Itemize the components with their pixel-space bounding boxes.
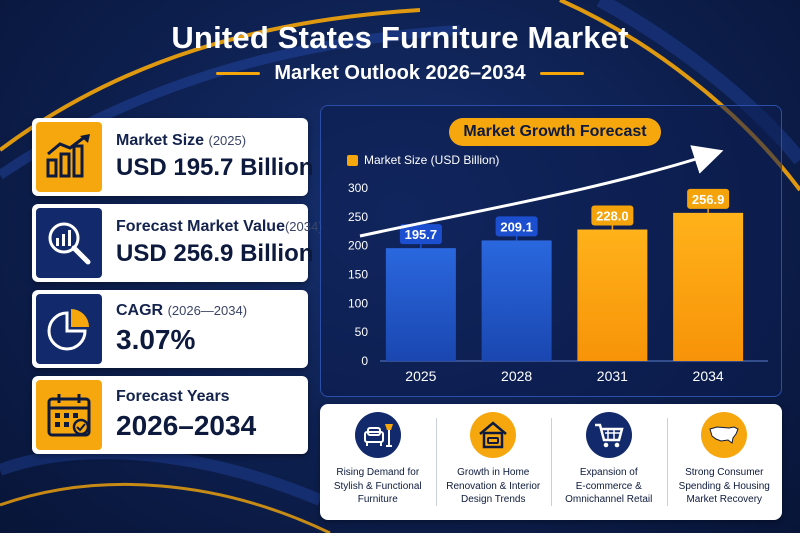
magnifier-chart-icon (36, 208, 102, 278)
driver-label: Expansion of E-commerce & Omnichannel Re… (565, 467, 653, 505)
stat-value: USD 195.7 Billion (116, 154, 314, 181)
legend-label: Market Size (USD Billion) (364, 153, 500, 167)
stat-label-year: (2026—2034) (167, 303, 248, 318)
y-tick-label: 200 (348, 239, 368, 253)
y-tick-label: 250 (348, 210, 368, 224)
pie-chart-icon (36, 294, 102, 364)
bar (577, 229, 648, 361)
data-label-box (399, 224, 442, 245)
shopping-cart-icon (585, 412, 632, 458)
driver-consumer-spending: Strong Consumer Spending & Housing Marke… (666, 404, 783, 520)
chart-title: Market Growth Forecast (449, 118, 661, 146)
driver-renovation: Growth in Home Renovation & Interior Des… (435, 404, 552, 520)
stat-label-year: (2034) (284, 219, 323, 234)
stat-card-market-size: Market Size (2025) USD 195.7 Billion (32, 118, 313, 196)
stat-label-year: (2025) (208, 133, 247, 148)
y-tick-label: 0 (361, 354, 368, 368)
data-label-box (591, 205, 634, 226)
chart-legend: Market Size (USD Billion) (347, 153, 499, 167)
data-label: 256.9 (692, 192, 725, 207)
stat-card-forecast-years: Forecast Years 2026–2034 (32, 376, 308, 454)
growth-drivers-panel: Rising Demand for Stylish & Functional F… (320, 404, 782, 520)
stat-label: Forecast Years (116, 388, 230, 405)
driver-label: Rising Demand for Stylish & Functional F… (333, 467, 422, 505)
x-tick-label: 2031 (597, 368, 628, 384)
data-label-box (687, 188, 730, 209)
usa-map-icon (701, 412, 748, 458)
legend-swatch (347, 154, 358, 166)
divider-right (539, 72, 584, 75)
y-tick-label: 300 (348, 181, 368, 195)
stat-value: 2026–2034 (116, 410, 257, 441)
driver-label: Strong Consumer Spending & Housing Marke… (678, 467, 770, 505)
subtitle-row: Market Outlook 2026–2034 (0, 62, 800, 85)
stat-label: Forecast Market Value (116, 218, 285, 235)
driver-label: Growth in Home Renovation & Interior Des… (446, 467, 541, 505)
stat-value: USD 256.9 Billion (116, 240, 314, 267)
calendar-icon (36, 380, 102, 450)
growth-chart-icon (36, 122, 102, 192)
y-tick-label: 150 (348, 268, 368, 282)
stat-value: 3.07% (116, 324, 196, 355)
driver-ecommerce: Expansion of E-commerce & Omnichannel Re… (551, 404, 667, 520)
stat-card-forecast-value: Forecast Market Value(2034) USD 256.9 Bi… (32, 204, 323, 282)
driver-demand: Rising Demand for Stylish & Functional F… (320, 404, 436, 520)
y-tick-label: 100 (348, 296, 368, 310)
x-tick-label: 2034 (693, 368, 724, 384)
stat-label: CAGR (116, 302, 164, 319)
data-label: 195.7 (405, 227, 438, 242)
data-label: 209.1 (500, 219, 533, 234)
trend-arrow (359, 145, 724, 238)
page-title: United States Furniture Market (171, 20, 629, 55)
x-tick-label: 2025 (405, 368, 436, 384)
y-tick-label: 50 (355, 325, 369, 339)
bar (481, 240, 552, 361)
bar (385, 248, 456, 361)
home-icon (470, 412, 517, 458)
armchair-lamp-icon (354, 412, 401, 458)
data-label: 228.0 (596, 209, 629, 224)
x-tick-label: 2028 (501, 368, 532, 384)
stat-label: Market Size (116, 132, 205, 149)
page-subtitle: Market Outlook 2026–2034 (274, 62, 526, 84)
bar (673, 212, 744, 361)
divider-left (216, 72, 261, 75)
data-label-box (495, 216, 538, 237)
stat-card-cagr: CAGR (2026—2034) 3.07% (32, 290, 308, 368)
